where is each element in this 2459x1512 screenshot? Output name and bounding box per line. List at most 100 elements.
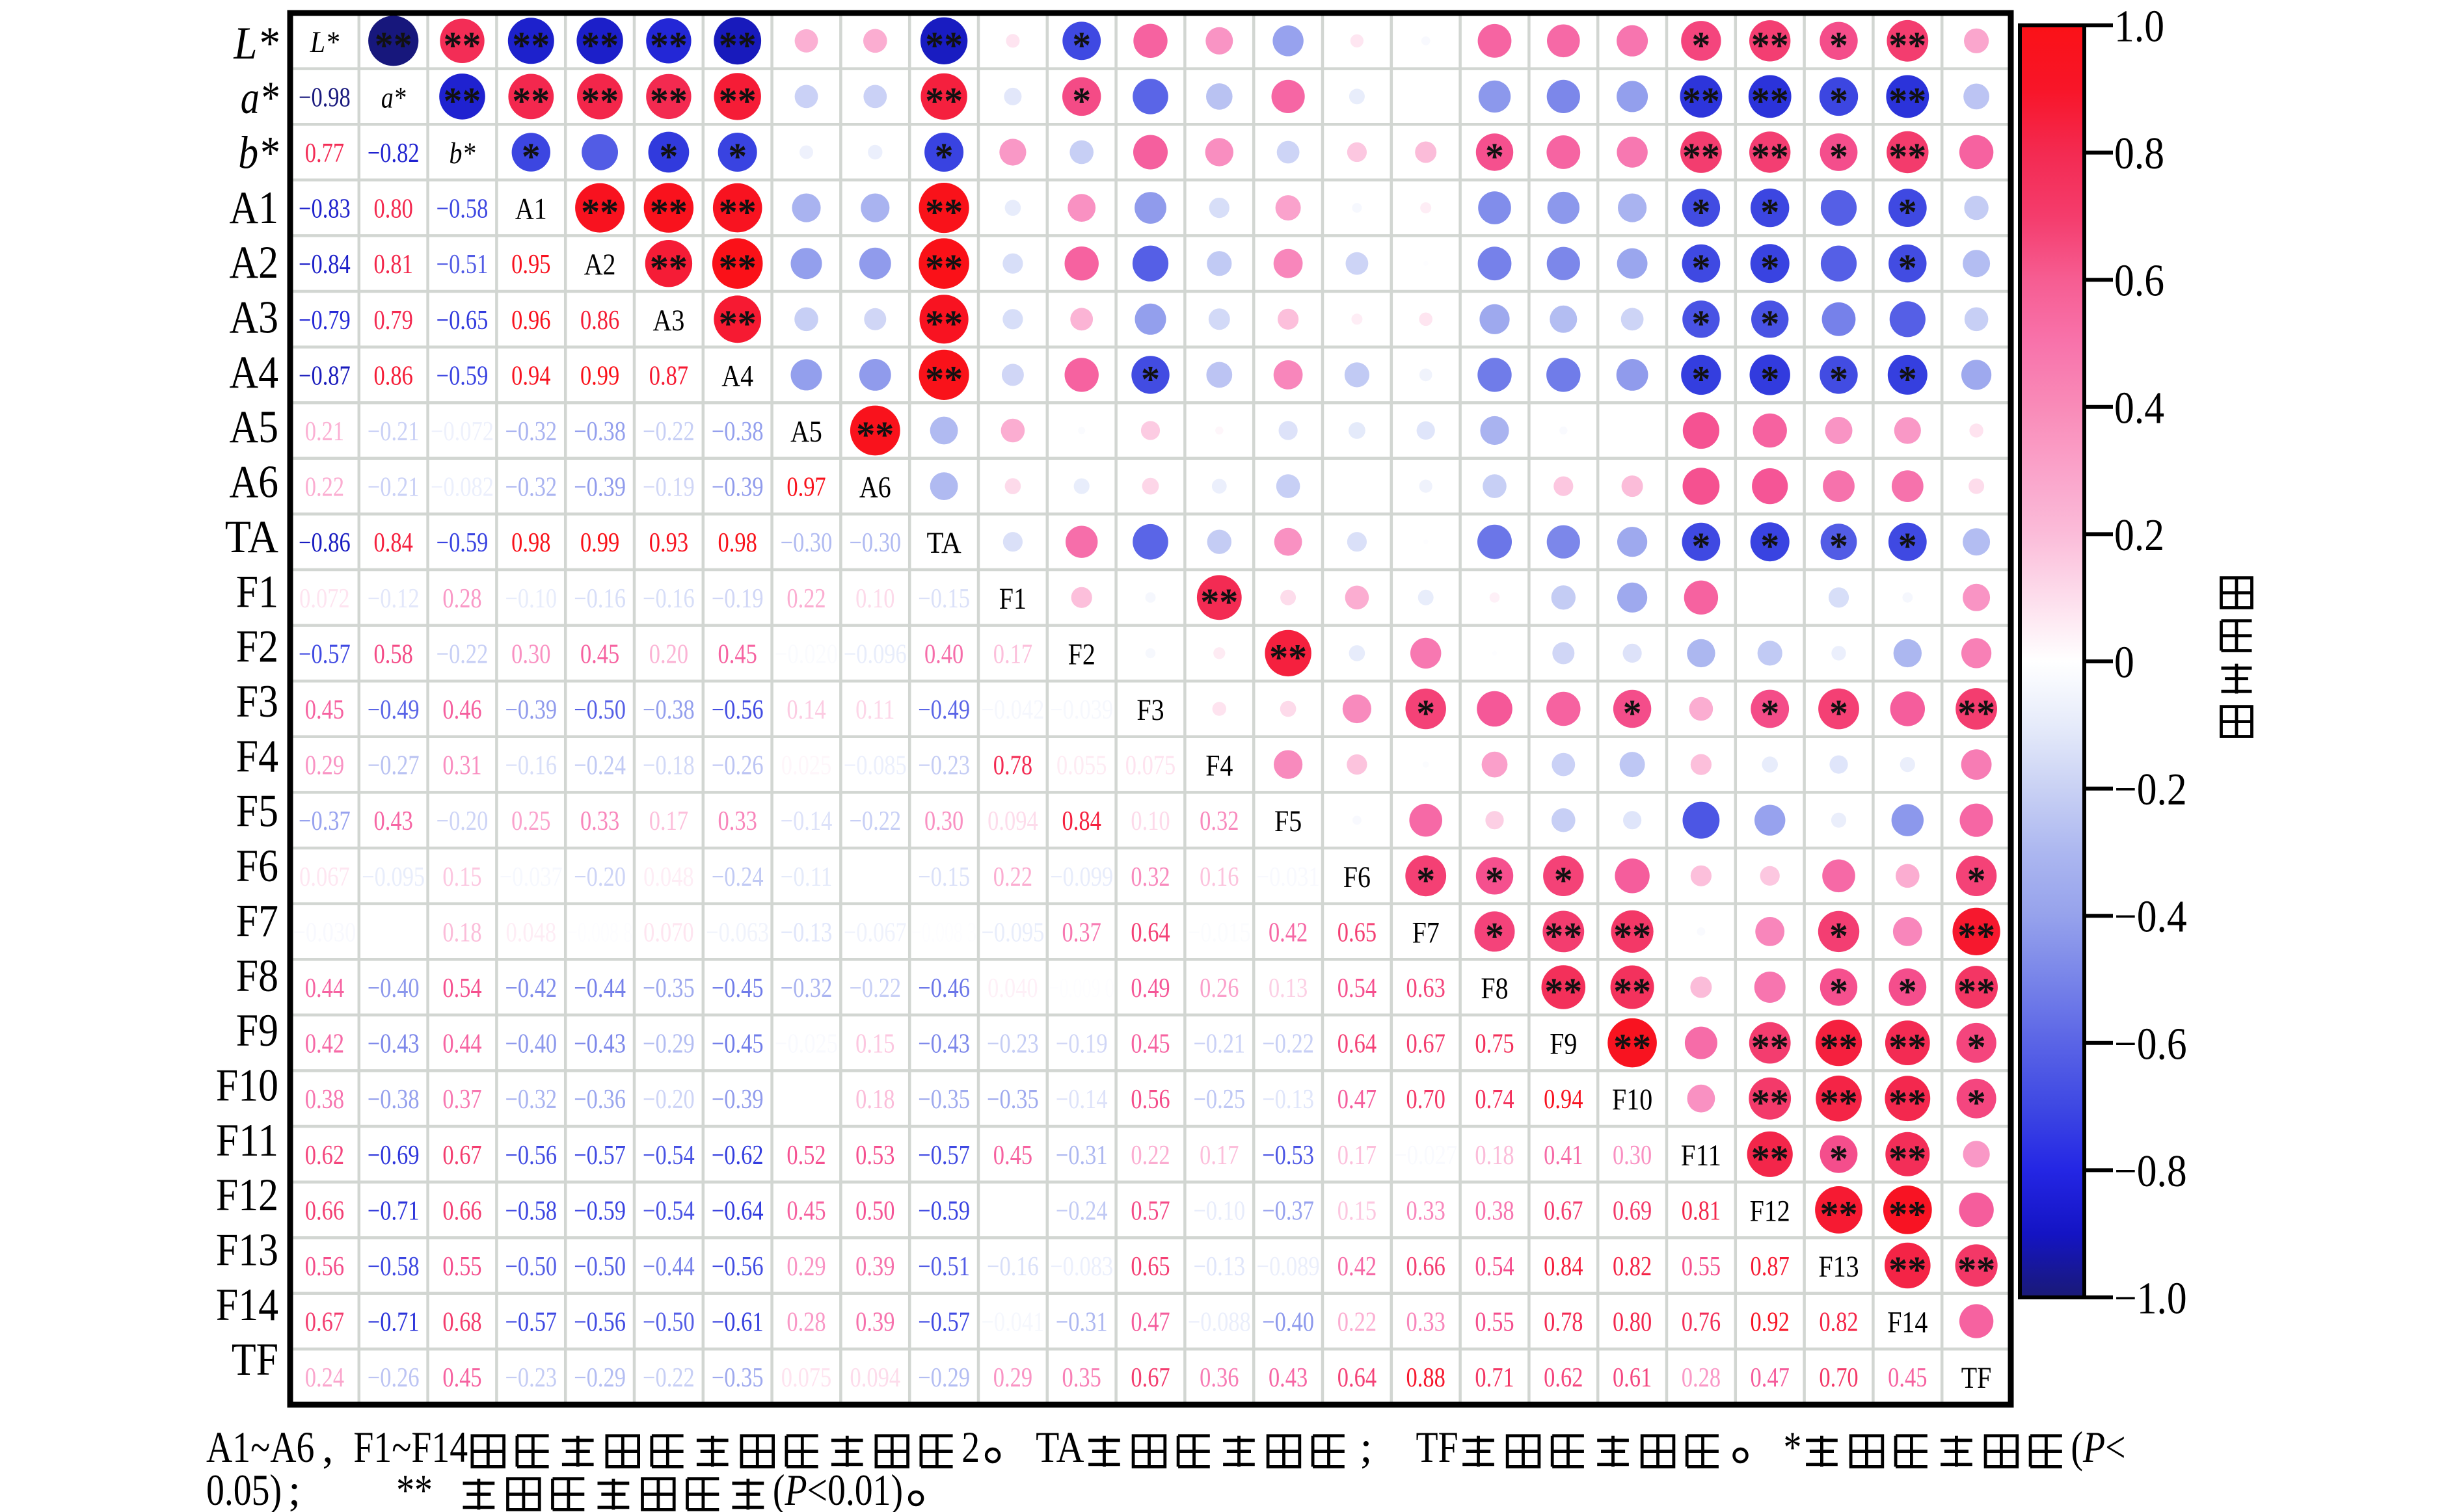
svg-text:**: ** bbox=[719, 246, 757, 289]
svg-text:**: ** bbox=[1544, 914, 1582, 957]
svg-text:**: ** bbox=[1888, 1249, 1926, 1291]
svg-text:<0.01): <0.01) bbox=[807, 1465, 904, 1512]
svg-text:**: ** bbox=[1957, 970, 1995, 1013]
svg-text:**: ** bbox=[925, 24, 963, 66]
svg-text:−0.35: −0.35 bbox=[987, 1085, 1039, 1115]
svg-text:−0.59: −0.59 bbox=[918, 1196, 970, 1226]
svg-text:0.45: 0.45 bbox=[305, 695, 344, 725]
svg-text:**: ** bbox=[1751, 1026, 1789, 1068]
svg-text:−0.57: −0.57 bbox=[918, 1141, 970, 1171]
svg-text:**: ** bbox=[1888, 24, 1926, 66]
svg-text:F7: F7 bbox=[236, 895, 278, 946]
svg-text:**: ** bbox=[1682, 79, 1720, 122]
svg-text:−0.50: −0.50 bbox=[574, 1252, 626, 1282]
svg-text:−0.063: −0.063 bbox=[706, 918, 769, 948]
svg-text:−0.79: −0.79 bbox=[299, 306, 351, 336]
svg-text:0.88: 0.88 bbox=[1406, 1363, 1445, 1393]
svg-text:−0.32: −0.32 bbox=[505, 473, 557, 503]
svg-text:*: * bbox=[935, 135, 954, 178]
svg-text:−0.20: −0.20 bbox=[437, 806, 489, 836]
svg-text:0.64: 0.64 bbox=[1337, 1363, 1377, 1393]
svg-text:0.82: 0.82 bbox=[1819, 1308, 1858, 1338]
svg-text:*: * bbox=[728, 135, 747, 178]
svg-text:F11: F11 bbox=[216, 1115, 278, 1166]
svg-text:−0.51: −0.51 bbox=[918, 1252, 970, 1282]
svg-text:−0.62: −0.62 bbox=[712, 1141, 764, 1171]
svg-text:−0.37: −0.37 bbox=[1262, 1196, 1314, 1226]
svg-text:−0.65: −0.65 bbox=[437, 306, 489, 336]
svg-text:a*: a* bbox=[241, 73, 279, 124]
svg-text:**: ** bbox=[650, 191, 688, 233]
svg-text:0.67: 0.67 bbox=[1544, 1196, 1583, 1226]
svg-text:**: ** bbox=[1888, 135, 1926, 178]
svg-text:0.44: 0.44 bbox=[305, 974, 344, 1003]
svg-text:−0.30: −0.30 bbox=[849, 528, 901, 558]
svg-text:0.33: 0.33 bbox=[1406, 1196, 1445, 1226]
svg-text:−0.31: −0.31 bbox=[1056, 1141, 1108, 1171]
svg-text:**: ** bbox=[1613, 914, 1651, 957]
svg-text:−0.031: −0.031 bbox=[1257, 862, 1320, 892]
svg-text:A4: A4 bbox=[721, 359, 753, 393]
svg-text:−0.56: −0.56 bbox=[574, 1308, 626, 1338]
svg-text:−0.025: −0.025 bbox=[775, 1029, 838, 1059]
svg-text:**: ** bbox=[1613, 970, 1651, 1013]
svg-text:0.70: 0.70 bbox=[1406, 1085, 1445, 1115]
svg-text:*: * bbox=[1691, 246, 1710, 289]
svg-text:**: ** bbox=[444, 79, 481, 122]
svg-text:−0.14: −0.14 bbox=[1056, 1085, 1108, 1115]
svg-text:**: ** bbox=[1751, 1081, 1789, 1124]
svg-text:*: * bbox=[1072, 24, 1091, 66]
svg-text:0.42: 0.42 bbox=[1337, 1252, 1377, 1282]
svg-text:*: * bbox=[1760, 246, 1779, 289]
svg-text:−0.24: −0.24 bbox=[1056, 1196, 1108, 1226]
svg-text:0.67: 0.67 bbox=[442, 1141, 481, 1171]
svg-text:0.67: 0.67 bbox=[305, 1308, 344, 1338]
svg-text:−0.21: −0.21 bbox=[1193, 1029, 1245, 1059]
svg-text:−0.58: −0.58 bbox=[368, 1252, 420, 1282]
svg-text:0.47: 0.47 bbox=[1337, 1085, 1377, 1115]
svg-text:0.075: 0.075 bbox=[781, 1363, 832, 1393]
svg-text:−0.21: −0.21 bbox=[368, 417, 420, 447]
svg-text:0.61: 0.61 bbox=[1613, 1363, 1652, 1393]
svg-text:−0.19: −0.19 bbox=[1056, 1029, 1108, 1059]
svg-text:0.26: 0.26 bbox=[1200, 974, 1239, 1003]
svg-text:0.40: 0.40 bbox=[924, 639, 963, 669]
svg-text:0.28: 0.28 bbox=[442, 584, 481, 614]
svg-text:0.92: 0.92 bbox=[1751, 1308, 1790, 1338]
svg-text:A1: A1 bbox=[515, 192, 547, 226]
svg-text:1.0: 1.0 bbox=[2114, 2, 2164, 52]
svg-text:F14: F14 bbox=[216, 1280, 278, 1331]
svg-text:TF: TF bbox=[1961, 1361, 1992, 1395]
svg-text:−0.23: −0.23 bbox=[987, 1029, 1039, 1059]
svg-text:F5: F5 bbox=[236, 786, 278, 837]
svg-text:*: * bbox=[1898, 970, 1917, 1013]
svg-text:−0.38: −0.38 bbox=[574, 417, 626, 447]
svg-text:0.17: 0.17 bbox=[649, 806, 688, 836]
svg-text:−0.38: −0.38 bbox=[712, 417, 764, 447]
svg-text:**: ** bbox=[925, 302, 963, 345]
svg-text:0.38: 0.38 bbox=[305, 1085, 344, 1115]
svg-text:(: ( bbox=[773, 1465, 785, 1512]
svg-text:*: * bbox=[1760, 191, 1779, 233]
svg-text:−0.43: −0.43 bbox=[368, 1029, 420, 1059]
svg-text:*: * bbox=[1485, 914, 1504, 957]
svg-text:0.56: 0.56 bbox=[305, 1252, 344, 1282]
svg-text:0.69: 0.69 bbox=[1613, 1196, 1652, 1226]
svg-text:0.75: 0.75 bbox=[1475, 1029, 1514, 1059]
svg-text:−0.13: −0.13 bbox=[1262, 1085, 1314, 1115]
svg-text:0.17: 0.17 bbox=[1200, 1141, 1239, 1171]
svg-text:F11: F11 bbox=[1681, 1139, 1721, 1173]
svg-text:P: P bbox=[785, 1465, 807, 1512]
svg-text:−0.58: −0.58 bbox=[505, 1196, 557, 1226]
svg-text:−0.57: −0.57 bbox=[574, 1141, 626, 1171]
svg-text:0.42: 0.42 bbox=[1269, 918, 1308, 948]
svg-text:*: * bbox=[1691, 24, 1710, 66]
svg-text:0.55: 0.55 bbox=[1475, 1308, 1514, 1338]
svg-text:0.45: 0.45 bbox=[786, 1196, 826, 1226]
svg-text:*: * bbox=[1072, 79, 1091, 122]
svg-text:0.67: 0.67 bbox=[1406, 1029, 1445, 1059]
svg-text:0.44: 0.44 bbox=[442, 1029, 481, 1059]
svg-text:0.29: 0.29 bbox=[305, 751, 344, 781]
svg-text:−0.32: −0.32 bbox=[505, 1085, 557, 1115]
svg-text:F1: F1 bbox=[999, 582, 1027, 616]
